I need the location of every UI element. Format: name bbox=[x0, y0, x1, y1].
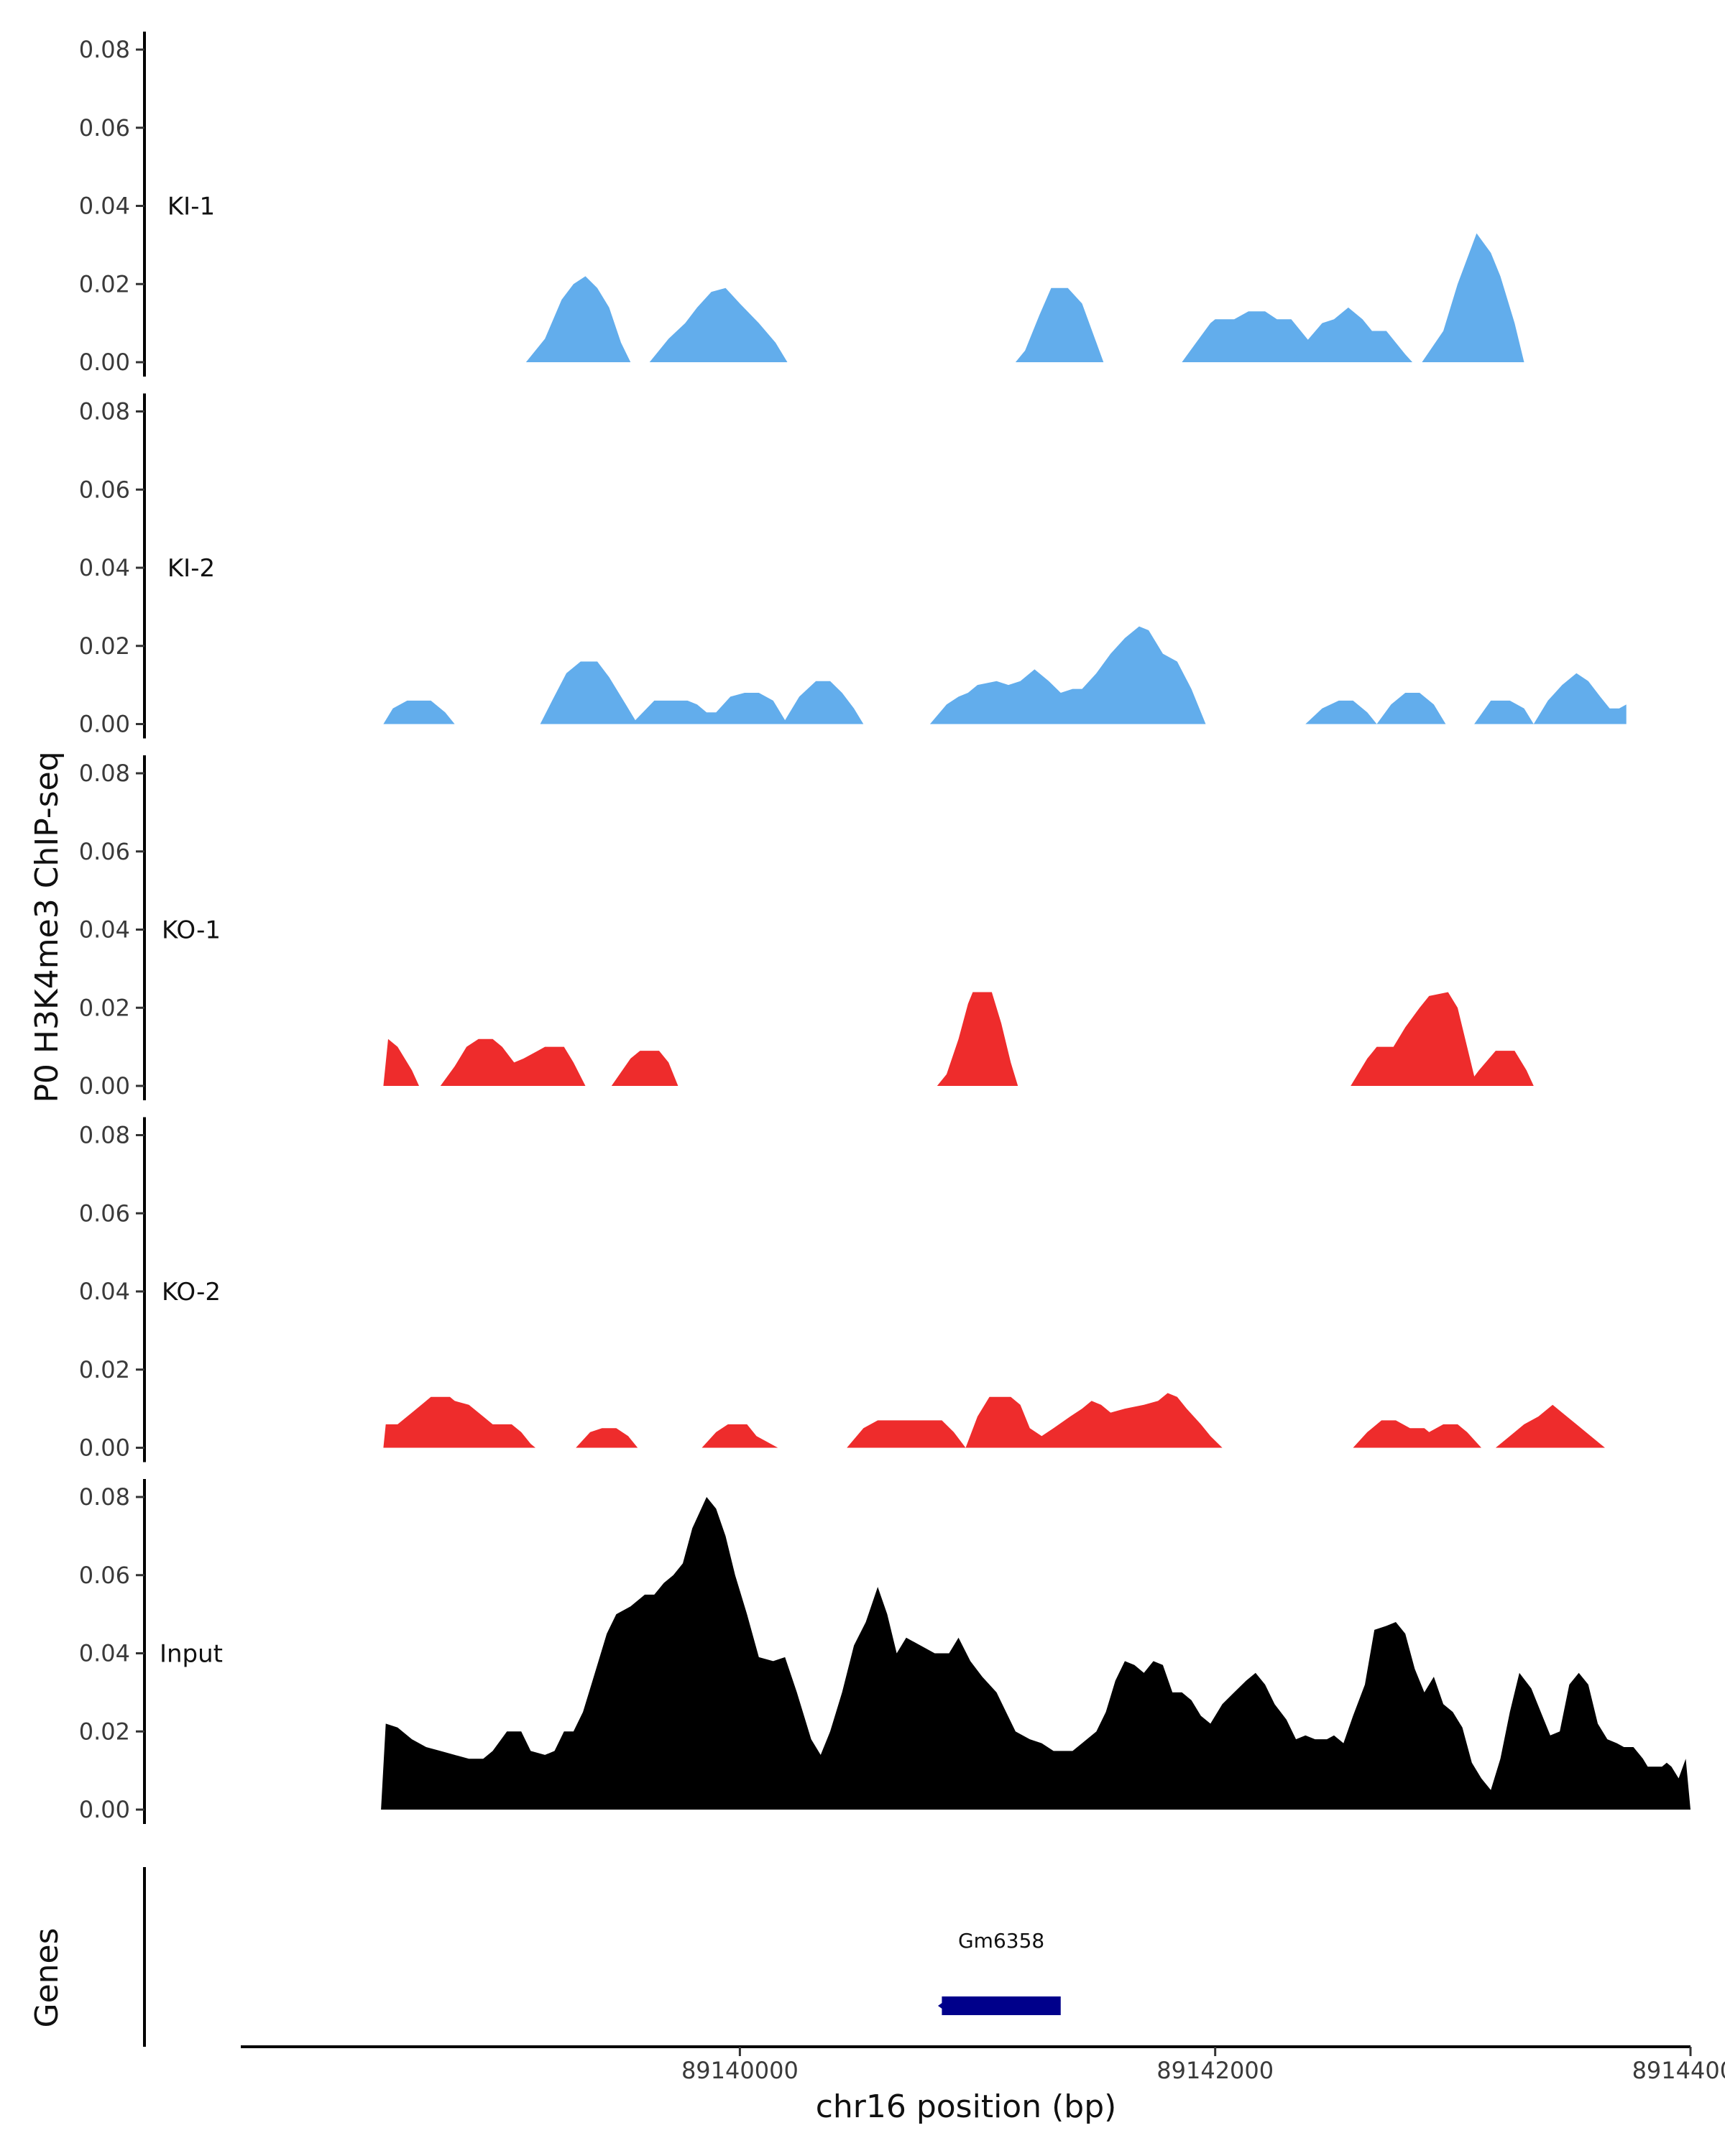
y-tick-label: 0.00 bbox=[79, 711, 130, 738]
track-label: Input bbox=[160, 1640, 223, 1669]
tracks-group: 0.00 0.02 0.04 0.06 0.08 KI-1 0.00 0.02 0.04 0.06… bbox=[79, 32, 1690, 1824]
y-tick-label: 0.02 bbox=[79, 632, 130, 660]
ko-1-signal-area-5 bbox=[1467, 1051, 1534, 1086]
gene-body-gm6358 bbox=[942, 1996, 1061, 2015]
y-tick-label: 0.00 bbox=[79, 349, 130, 376]
track-label: KO-1 bbox=[162, 916, 221, 945]
y-tick-label: 0.08 bbox=[79, 398, 130, 425]
y-tick-label: 0.08 bbox=[79, 36, 130, 63]
y-tick-label: 0.06 bbox=[79, 114, 130, 142]
track-ki-1: 0.00 0.02 0.04 0.06 0.08 KI-1 bbox=[79, 32, 1524, 377]
y-tick-label: 0.04 bbox=[79, 554, 130, 581]
y-axis-title: P0 H3K4me3 ChIP-seq bbox=[29, 751, 65, 1102]
input-signal-area-0 bbox=[381, 1497, 1690, 1810]
y-tick-label: 0.06 bbox=[79, 1199, 130, 1227]
y-tick-label: 0.02 bbox=[79, 994, 130, 1021]
y-tick-label: 0.00 bbox=[79, 1072, 130, 1100]
track-label: KI-2 bbox=[167, 554, 215, 583]
y-tick-label: 0.06 bbox=[79, 838, 130, 865]
gene-label: Gm6358 bbox=[958, 1929, 1044, 1953]
y-tick-label: 0.08 bbox=[79, 760, 130, 787]
ko-2-signal-area-5 bbox=[1495, 1404, 1605, 1448]
ki-1-signal-area-3 bbox=[1182, 311, 1322, 362]
y-tick-label: 0.02 bbox=[79, 1718, 130, 1745]
ko-1-signal-area-1 bbox=[440, 1038, 586, 1086]
track-label: KI-1 bbox=[167, 193, 215, 221]
ko-1-signal-area-2 bbox=[611, 1051, 678, 1086]
ki-1-signal-area-1 bbox=[649, 287, 788, 362]
ko-2-signal-area-2 bbox=[702, 1424, 778, 1448]
x-axis-title: chr16 position (bp) bbox=[816, 2088, 1117, 2125]
y-tick-label: 0.04 bbox=[79, 1640, 130, 1667]
ko-2-signal-area-4 bbox=[1353, 1420, 1481, 1448]
track-ko-1: 0.00 0.02 0.04 0.06 0.08 KO-1 bbox=[79, 755, 1534, 1100]
y-tick-label: 0.04 bbox=[79, 193, 130, 220]
ko-1-signal-area-4 bbox=[1351, 992, 1477, 1086]
y-tick-label: 0.00 bbox=[79, 1434, 130, 1462]
y-tick-label: 0.04 bbox=[79, 1278, 130, 1305]
y-tick-label: 0.06 bbox=[79, 1562, 130, 1589]
x-tick-label: 89144000 bbox=[1632, 2057, 1725, 2084]
y-tick-label: 0.08 bbox=[79, 1122, 130, 1149]
ki-1-signal-area-5 bbox=[1422, 233, 1524, 362]
ko-2-signal-area-0 bbox=[383, 1396, 535, 1448]
genes-axis-title: Genes bbox=[29, 1927, 65, 2027]
ko-1-signal-area-0 bbox=[383, 1038, 419, 1086]
track-label: KO-2 bbox=[162, 1278, 221, 1307]
y-tick-label: 0.02 bbox=[79, 270, 130, 298]
ko-1-signal-area-3 bbox=[937, 992, 1018, 1086]
ki-1-signal-area-0 bbox=[525, 276, 631, 362]
track-ko-2: 0.00 0.02 0.04 0.06 0.08 KO-2 bbox=[79, 1117, 1605, 1462]
y-tick-label: 0.04 bbox=[79, 916, 130, 944]
x-tick-label: 89140000 bbox=[681, 2057, 799, 2084]
gene-strand-arrow-icon bbox=[937, 1997, 952, 2014]
y-tick-label: 0.08 bbox=[79, 1483, 130, 1511]
ki-2-signal-area-2 bbox=[929, 626, 1206, 724]
ki-1-signal-area-4 bbox=[1291, 307, 1413, 362]
ko-2-signal-area-3 bbox=[847, 1393, 1223, 1448]
y-tick-label: 0.06 bbox=[79, 476, 130, 503]
track-ki-2: 0.00 0.02 0.04 0.06 0.08 KI-2 bbox=[79, 393, 1627, 739]
ki-2-signal-area-3 bbox=[1305, 693, 1446, 724]
x-axis: 89140000 89142000 89144000 bbox=[241, 2045, 1725, 2084]
gene-track: Gm6358 bbox=[143, 1867, 1061, 2047]
x-tick-label: 89142000 bbox=[1156, 2057, 1274, 2084]
y-tick-label: 0.00 bbox=[79, 1796, 130, 1823]
ko-2-signal-area-1 bbox=[576, 1428, 638, 1448]
y-tick-label: 0.02 bbox=[79, 1356, 130, 1383]
ki-2-signal-area-1 bbox=[540, 661, 864, 724]
ki-2-signal-area-4 bbox=[1474, 673, 1627, 724]
ki-2-signal-area-0 bbox=[383, 700, 455, 724]
ki-1-signal-area-2 bbox=[1015, 287, 1104, 362]
track-input: 0.00 0.02 0.04 0.06 0.08 Input bbox=[79, 1479, 1690, 1824]
